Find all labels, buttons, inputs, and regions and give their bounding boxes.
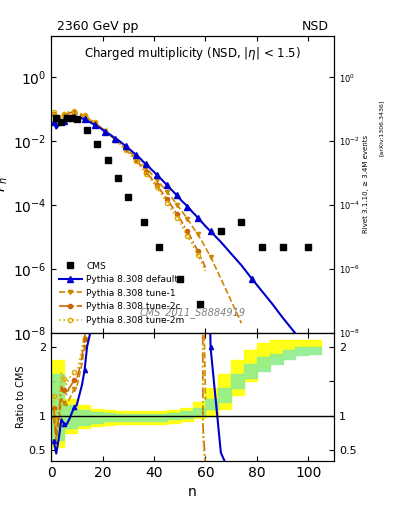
Pythia 8.308 tune-2c xyxy=(72,110,77,116)
CMS xyxy=(260,244,264,250)
CMS xyxy=(126,194,130,200)
Pythia 8.308 tune-2m xyxy=(154,184,159,190)
Pythia 8.308 tune-2m xyxy=(103,128,107,134)
Pythia 8.308 tune-1 xyxy=(144,165,149,172)
CMS xyxy=(219,228,223,234)
Pythia 8.308 tune-2c xyxy=(195,248,200,254)
Pythia 8.308 default xyxy=(306,347,311,353)
Pythia 8.308 tune-2c xyxy=(123,146,128,153)
Pythia 8.308 tune-2m xyxy=(134,158,138,164)
CMS xyxy=(116,175,120,181)
Pythia 8.308 tune-2c xyxy=(165,197,169,203)
Line: Pythia 8.308 tune-2c: Pythia 8.308 tune-2c xyxy=(51,110,200,253)
Line: Pythia 8.308 tune-1: Pythia 8.308 tune-1 xyxy=(51,112,213,259)
CMS xyxy=(280,244,285,250)
CMS xyxy=(64,115,69,121)
Pythia 8.308 default xyxy=(62,118,66,124)
Pythia 8.308 tune-2c xyxy=(82,113,87,119)
Y-axis label: $P_n$: $P_n$ xyxy=(0,176,10,193)
CMS xyxy=(69,115,74,121)
CMS xyxy=(95,141,100,147)
Pythia 8.308 tune-2m xyxy=(62,111,66,117)
Pythia 8.308 tune-1 xyxy=(82,114,87,120)
Pythia 8.308 default xyxy=(185,203,190,209)
Pythia 8.308 tune-1 xyxy=(72,111,77,117)
Pythia 8.308 default xyxy=(165,182,169,188)
CMS xyxy=(239,219,244,225)
Pythia 8.308 tune-2m xyxy=(195,251,200,258)
Line: CMS: CMS xyxy=(53,114,312,307)
Pythia 8.308 tune-1 xyxy=(185,216,190,222)
CMS xyxy=(141,219,146,225)
Pythia 8.308 default xyxy=(154,172,159,178)
Pythia 8.308 tune-2m xyxy=(185,232,190,239)
Pythia 8.308 tune-2m xyxy=(113,137,118,143)
Pythia 8.308 tune-2c xyxy=(62,112,66,118)
X-axis label: n: n xyxy=(188,485,197,499)
Pythia 8.308 tune-2m xyxy=(82,112,87,118)
Text: 2360 GeV pp: 2360 GeV pp xyxy=(57,20,138,33)
Pythia 8.308 default xyxy=(51,119,56,125)
Pythia 8.308 tune-1 xyxy=(51,113,56,119)
Text: [arXiv:1306.3436]: [arXiv:1306.3436] xyxy=(379,100,384,156)
CMS xyxy=(59,119,64,125)
Pythia 8.308 tune-1 xyxy=(113,137,118,143)
Pythia 8.308 default xyxy=(208,228,213,234)
Pythia 8.308 default xyxy=(175,193,180,199)
Pythia 8.308 tune-2c xyxy=(113,137,118,143)
Pythia 8.308 default xyxy=(92,122,97,128)
Pythia 8.308 tune-2c xyxy=(144,169,149,175)
Pythia 8.308 tune-1 xyxy=(195,231,200,238)
Line: Pythia 8.308 default: Pythia 8.308 default xyxy=(51,114,311,352)
Pythia 8.308 tune-1 xyxy=(92,120,97,126)
Pythia 8.308 tune-2c xyxy=(185,228,190,234)
Pythia 8.308 default xyxy=(113,136,118,142)
Pythia 8.308 tune-2m xyxy=(123,147,128,153)
Legend: CMS, Pythia 8.308 default, Pythia 8.308 tune-1, Pythia 8.308 tune-2c, Pythia 8.3: CMS, Pythia 8.308 default, Pythia 8.308 … xyxy=(55,258,188,328)
CMS xyxy=(85,127,90,133)
Pythia 8.308 tune-1 xyxy=(165,189,169,195)
Text: Charged multiplicity (NSD, |$\eta$| < 1.5): Charged multiplicity (NSD, |$\eta$| < 1.… xyxy=(84,45,301,62)
Pythia 8.308 tune-1 xyxy=(62,114,66,120)
CMS xyxy=(177,275,182,282)
Pythia 8.308 tune-2m xyxy=(144,170,149,177)
Pythia 8.308 tune-2c xyxy=(154,182,159,188)
Pythia 8.308 default xyxy=(82,116,87,122)
Text: NSD: NSD xyxy=(301,20,329,33)
Pythia 8.308 tune-1 xyxy=(154,177,159,183)
Pythia 8.308 tune-2c xyxy=(92,120,97,126)
Pythia 8.308 tune-2m xyxy=(92,119,97,125)
Pythia 8.308 default xyxy=(250,275,254,282)
Pythia 8.308 default xyxy=(103,129,107,135)
Text: CMS_2011_S8884919: CMS_2011_S8884919 xyxy=(140,307,246,318)
Pythia 8.308 tune-1 xyxy=(103,128,107,134)
Pythia 8.308 default xyxy=(123,143,128,150)
Pythia 8.308 tune-1 xyxy=(175,202,180,208)
Pythia 8.308 tune-2m xyxy=(165,200,169,206)
Pythia 8.308 default xyxy=(195,215,200,221)
Y-axis label: Ratio to CMS: Ratio to CMS xyxy=(16,366,26,428)
CMS xyxy=(54,115,59,121)
CMS xyxy=(105,157,110,163)
Y-axis label: Rivet 3.1.10, ≥ 3.4M events: Rivet 3.1.10, ≥ 3.4M events xyxy=(363,135,369,233)
Pythia 8.308 tune-2c xyxy=(103,128,107,134)
Pythia 8.308 tune-2m xyxy=(51,110,56,116)
Pythia 8.308 tune-2m xyxy=(72,109,77,115)
Pythia 8.308 tune-2m xyxy=(175,215,180,221)
Pythia 8.308 default xyxy=(72,114,77,120)
CMS xyxy=(306,244,311,250)
Pythia 8.308 tune-1 xyxy=(208,254,213,260)
Pythia 8.308 default xyxy=(134,152,138,158)
CMS xyxy=(157,244,162,250)
Pythia 8.308 tune-2c xyxy=(134,157,138,163)
CMS xyxy=(198,301,203,307)
CMS xyxy=(74,116,79,122)
Pythia 8.308 tune-1 xyxy=(134,155,138,161)
Line: Pythia 8.308 tune-2m: Pythia 8.308 tune-2m xyxy=(51,110,200,257)
Pythia 8.308 tune-2c xyxy=(175,211,180,218)
Pythia 8.308 tune-2c xyxy=(51,111,56,117)
Pythia 8.308 tune-1 xyxy=(123,145,128,152)
Pythia 8.308 default xyxy=(144,161,149,167)
